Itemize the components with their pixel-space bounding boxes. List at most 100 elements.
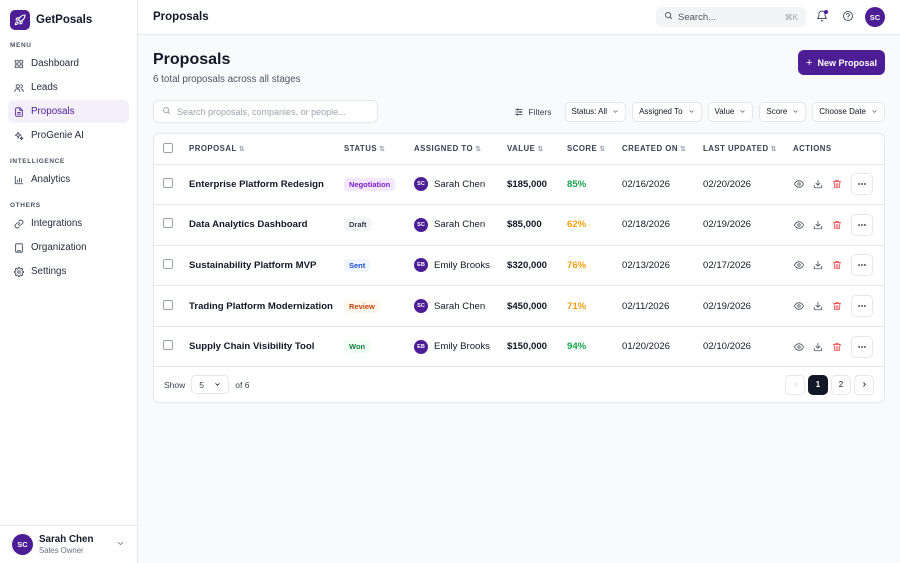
column-header-assigned-to[interactable]: ASSIGNED TO ⇅ xyxy=(414,134,507,165)
sidebar-item-proposals[interactable]: Proposals xyxy=(8,100,129,123)
more-actions-button[interactable] xyxy=(851,335,873,358)
filter-dropdown-label: Choose Date xyxy=(819,107,866,116)
avatar: SC xyxy=(12,534,33,555)
filter-dropdown-score[interactable]: Score xyxy=(759,101,807,122)
eye-icon[interactable] xyxy=(793,178,805,190)
updated-date: 02/19/2026 xyxy=(703,219,752,231)
trash-icon[interactable] xyxy=(831,219,843,231)
sidebar-item-label: Dashboard xyxy=(31,58,79,69)
row-checkbox[interactable] xyxy=(163,177,173,188)
proposal-name[interactable]: Supply Chain Visibility Tool xyxy=(189,341,315,353)
row-checkbox[interactable] xyxy=(163,299,173,310)
column-header-proposal[interactable]: PROPOSAL ⇅ xyxy=(189,134,344,165)
eye-icon[interactable] xyxy=(793,300,805,312)
sidebar-item-label: Analytics xyxy=(31,174,71,185)
user-avatar-button[interactable]: SC xyxy=(865,7,885,27)
help-button[interactable] xyxy=(838,7,858,27)
created-date: 02/13/2026 xyxy=(622,259,671,271)
brand[interactable]: GetPosals xyxy=(0,1,137,39)
user-role: Sales Owner xyxy=(39,546,84,555)
filter-dropdown-label: Status: All xyxy=(571,107,608,116)
download-icon[interactable] xyxy=(812,300,824,312)
page-button-2[interactable]: 2 xyxy=(831,374,851,395)
building-icon xyxy=(14,242,24,253)
status-badge: Negotiation xyxy=(344,177,396,191)
total-count-label: of 6 xyxy=(235,379,250,390)
more-actions-button[interactable] xyxy=(851,295,873,318)
more-actions-button[interactable] xyxy=(851,254,873,277)
sidebar-item-progenie-ai[interactable]: ProGenie AI xyxy=(8,124,129,147)
page-size-select[interactable]: 5 xyxy=(191,375,230,395)
filter-dropdown-status-all[interactable]: Status: All xyxy=(564,101,627,122)
row-checkbox[interactable] xyxy=(163,258,173,269)
more-actions-button[interactable] xyxy=(851,213,873,236)
filter-dropdown-assigned-to[interactable]: Assigned To xyxy=(632,101,702,122)
eye-icon[interactable] xyxy=(793,259,805,271)
filter-dropdown-choose-date[interactable]: Choose Date xyxy=(812,101,885,122)
sidebar-item-settings[interactable]: Settings xyxy=(8,260,129,283)
trash-icon[interactable] xyxy=(831,341,843,353)
column-header-score[interactable]: SCORE ⇅ xyxy=(567,134,622,165)
trash-icon[interactable] xyxy=(831,259,843,271)
download-icon[interactable] xyxy=(812,259,824,271)
table-row[interactable]: Trading Platform Modernization Review SC Sa… xyxy=(154,285,884,327)
more-actions-button[interactable] xyxy=(851,173,873,196)
filter-dropdown-value[interactable]: Value xyxy=(707,101,754,122)
topbar: Proposals Search... ⌘K SC xyxy=(138,0,900,35)
eye-icon[interactable] xyxy=(793,341,805,353)
assignee-name: Sarah Chen xyxy=(434,300,486,312)
column-header-status[interactable]: STATUS ⇅ xyxy=(344,134,414,165)
sidebar-item-leads[interactable]: Leads xyxy=(8,76,129,99)
bar-chart-icon xyxy=(14,175,24,185)
notifications-button[interactable] xyxy=(812,7,832,27)
notification-dot xyxy=(824,10,828,14)
more-horizontal-icon xyxy=(858,345,866,348)
assignee-name: Emily Brooks xyxy=(434,259,490,271)
proposal-name[interactable]: Data Analytics Dashboard xyxy=(189,219,308,231)
proposal-name[interactable]: Enterprise Platform Redesign xyxy=(189,178,324,190)
sidebar-item-dashboard[interactable]: Dashboard xyxy=(8,52,129,75)
proposal-name[interactable]: Trading Platform Modernization xyxy=(189,300,333,312)
table-row[interactable]: Data Analytics Dashboard Draft SC Sarah Che… xyxy=(154,204,884,246)
select-all-checkbox[interactable] xyxy=(163,142,173,153)
filters-label: Filters xyxy=(528,106,552,117)
sliders-icon xyxy=(514,107,524,117)
trash-icon[interactable] xyxy=(831,300,843,312)
global-search-input[interactable]: Search... ⌘K xyxy=(656,7,806,27)
table-row[interactable]: Supply Chain Visibility Tool Won EB Emily B… xyxy=(154,326,884,368)
proposal-name[interactable]: Sustainability Platform MVP xyxy=(189,259,317,271)
gear-icon xyxy=(14,266,24,277)
table-row[interactable]: Enterprise Platform Redesign Negotiation S… xyxy=(154,164,884,206)
next-page-button[interactable] xyxy=(854,374,874,395)
column-header-last-updated[interactable]: LAST UPDATED ⇅ xyxy=(703,134,793,165)
new-proposal-button[interactable]: + New Proposal xyxy=(798,50,885,75)
row-checkbox[interactable] xyxy=(163,218,173,229)
download-icon[interactable] xyxy=(812,219,824,231)
sidebar-item-organization[interactable]: Organization xyxy=(8,236,129,259)
sidebar-item-analytics[interactable]: Analytics xyxy=(8,168,129,191)
download-icon[interactable] xyxy=(812,178,824,190)
download-icon[interactable] xyxy=(812,341,824,353)
avatar: SC xyxy=(414,177,428,192)
column-header-value[interactable]: VALUE ⇅ xyxy=(507,134,567,165)
column-header-created-on[interactable]: CREATED ON ⇅ xyxy=(622,134,703,165)
sidebar-item-integrations[interactable]: Integrations xyxy=(8,212,129,235)
status-badge: Review xyxy=(344,299,380,313)
eye-icon[interactable] xyxy=(793,219,805,231)
row-checkbox[interactable] xyxy=(163,340,173,351)
user-profile[interactable]: SC Sarah Chen Sales Owner xyxy=(0,525,137,563)
trash-icon[interactable] xyxy=(831,178,843,190)
page-button-1[interactable]: 1 xyxy=(808,374,828,395)
proposal-score: 62% xyxy=(567,219,587,231)
global-search-placeholder: Search... xyxy=(678,11,717,23)
proposal-value: $85,000 xyxy=(507,219,542,231)
show-label: Show xyxy=(164,379,186,390)
chevron-up-down-icon[interactable] xyxy=(116,539,125,551)
sort-icon: ⇅ xyxy=(537,146,544,154)
previous-page-button[interactable] xyxy=(785,374,805,395)
page-title: Proposals xyxy=(153,51,231,68)
proposal-search-input[interactable]: Search proposals, companies, or people..… xyxy=(153,100,378,123)
table-row[interactable]: Sustainability Platform MVP Sent EB Emily B… xyxy=(154,245,884,287)
filters-button[interactable]: Filters xyxy=(514,106,552,117)
created-date: 02/16/2026 xyxy=(622,178,671,190)
